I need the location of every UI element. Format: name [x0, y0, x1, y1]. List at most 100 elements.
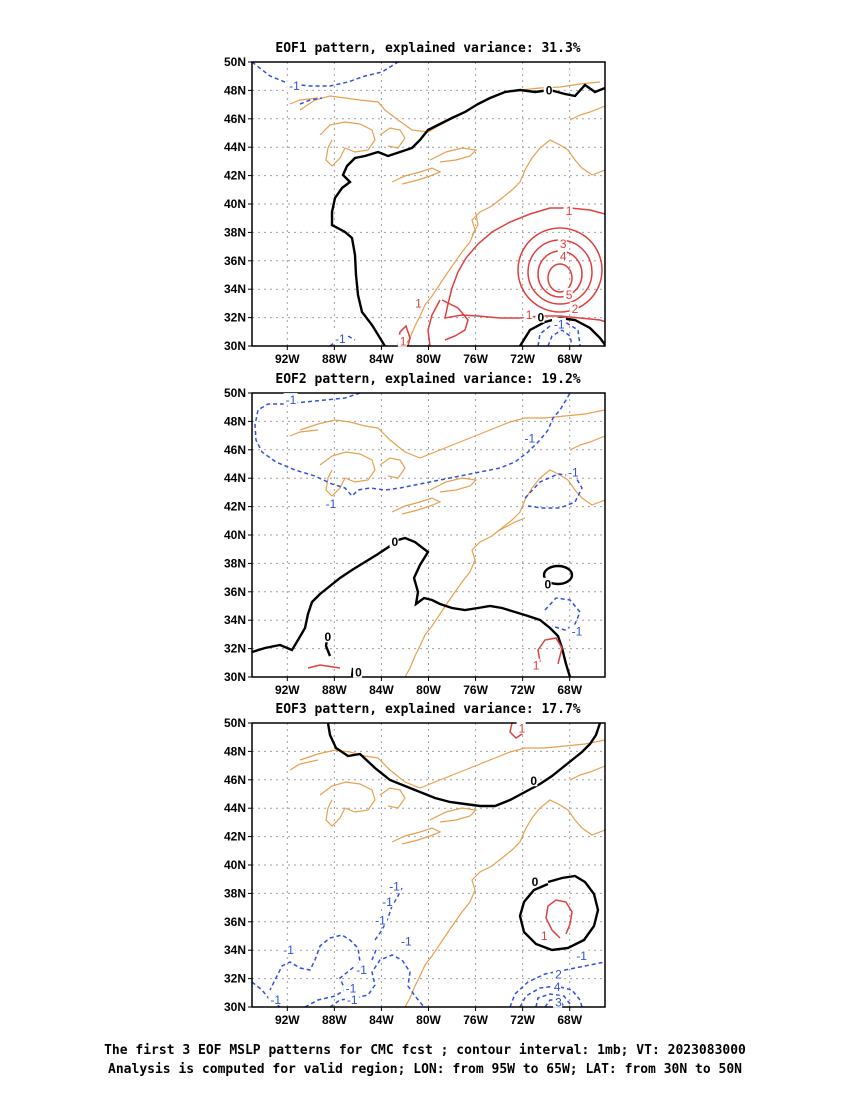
y-tick-label: 30N — [224, 670, 246, 684]
eof3-contour-labels: 100-1-1-11-1-1 -1-1 24-13-1 -1 — [268, 721, 589, 1010]
x-tick-label: 80W — [416, 1013, 441, 1027]
contour-label: 1 — [400, 335, 407, 349]
contour-label-bg — [551, 980, 561, 993]
contour-label-bg — [397, 334, 407, 347]
contour-label: -1 — [270, 993, 281, 1007]
contour-label: 4 — [560, 250, 567, 264]
contour-label: 0 — [392, 535, 399, 549]
y-tick-label: 48N — [224, 744, 246, 758]
contour-label: 0 — [537, 311, 544, 325]
y-tick-label: 42N — [224, 169, 246, 183]
contour-label-bg — [281, 943, 296, 956]
contour-label-bg — [354, 963, 369, 976]
eof2-contours — [252, 393, 605, 677]
x-tick-label: 88W — [322, 352, 347, 366]
contour-label: 4 — [554, 980, 561, 994]
x-tick-label: 88W — [322, 1013, 347, 1027]
y-tick-label: 42N — [224, 830, 246, 844]
contour-label: 1 — [533, 659, 540, 673]
contour-label-bg — [553, 967, 563, 980]
x-tick-label: 84W — [369, 683, 394, 697]
contour-label: -1 — [568, 466, 579, 480]
contour-label-bg — [283, 393, 298, 406]
eof1-zero-contour-se — [518, 316, 605, 346]
caption-line-1: The first 3 EOF MSLP patterns for CMC fc… — [104, 1043, 746, 1058]
y-tick-label: 46N — [224, 112, 246, 126]
contour-label-bg — [538, 929, 548, 941]
contour-label-bg — [268, 992, 283, 1005]
contour-label: -1 — [283, 943, 294, 957]
contour-label: -1 — [572, 625, 583, 639]
contour-label-bg — [322, 630, 332, 643]
y-tick-label: 34N — [224, 613, 246, 627]
contour-label: 0 — [355, 666, 362, 680]
eof1-axes: 92W 88W 84W 80W 76W 72W 68W 30N 32N 34N 36N 38N 40N 4… — [224, 55, 583, 366]
y-tick-label: 32N — [224, 642, 246, 656]
contour-label: 3 — [555, 996, 562, 1010]
contour-label: 0 — [532, 875, 539, 889]
contour-label: -1 — [347, 993, 358, 1007]
contour-label-bg — [373, 913, 388, 926]
contour-label-bg — [553, 995, 563, 1008]
eof3-gridlines — [252, 723, 605, 1007]
contour-label: 2 — [555, 967, 562, 981]
contour-label: -1 — [286, 393, 297, 407]
contour-label: 0 — [530, 774, 537, 788]
y-tick-label: 46N — [224, 443, 246, 457]
contour-label: 0 — [546, 83, 553, 97]
y-tick-label: 40N — [224, 858, 246, 872]
y-tick-label: 48N — [224, 83, 246, 97]
contour-label-bg — [566, 465, 581, 478]
contour-label: -1 — [401, 935, 412, 949]
eof2-contour-labels: -1 -1 -1 -1 0 0 -1 0 1 0 — [283, 393, 584, 680]
x-tick-label: 88W — [322, 683, 347, 697]
x-tick-label: 72W — [510, 1013, 535, 1027]
contour-label-bg — [380, 894, 395, 907]
x-tick-label: 68W — [557, 1013, 582, 1027]
contour-label: 3 — [560, 237, 567, 251]
y-tick-label: 36N — [224, 254, 246, 268]
contour-label-bg — [543, 83, 553, 96]
x-tick-label: 72W — [510, 352, 535, 366]
x-tick-label: 84W — [369, 352, 394, 366]
contour-label-bg — [522, 431, 537, 444]
contour-label: -1 — [346, 982, 357, 996]
contour-label-bg — [563, 204, 573, 217]
y-tick-label: 44N — [224, 140, 246, 154]
y-tick-label: 44N — [224, 471, 246, 485]
y-tick-label: 38N — [224, 225, 246, 239]
contour-label: -1 — [525, 431, 536, 445]
contour-label-bg — [557, 249, 567, 262]
x-tick-label: 92W — [275, 683, 300, 697]
contour-label: 0 — [324, 630, 331, 644]
contour-label-bg — [569, 302, 579, 315]
y-tick-label: 50N — [224, 716, 246, 730]
x-tick-label: 76W — [463, 683, 488, 697]
contour-label-bg — [542, 577, 552, 590]
y-tick-label: 40N — [224, 528, 246, 542]
eof2-title: EOF2 pattern, explained variance: 19.2% — [275, 372, 580, 387]
x-tick-label: 68W — [557, 683, 582, 697]
y-tick-label: 38N — [224, 556, 246, 570]
y-tick-label: 34N — [224, 943, 246, 957]
contour-label: -1 — [389, 879, 400, 893]
contour-label: 5 — [566, 288, 573, 302]
x-tick-label: 84W — [369, 1013, 394, 1027]
eof3-zero-contours — [326, 723, 602, 952]
eof2-coastlines — [289, 409, 605, 677]
contour-label-bg — [529, 875, 539, 888]
caption-line-2: Analysis is computed for valid region; L… — [108, 1062, 742, 1077]
eof1-coastlines — [289, 81, 605, 346]
eof3-title: EOF3 pattern, explained variance: 17.7% — [275, 702, 580, 717]
y-tick-label: 44N — [224, 801, 246, 815]
y-tick-label: 50N — [224, 386, 246, 400]
contour-label: -1 — [335, 332, 346, 346]
y-tick-label: 48N — [224, 414, 246, 428]
x-tick-label: 76W — [463, 1013, 488, 1027]
contour-label-bg — [530, 658, 540, 671]
y-tick-label: 36N — [224, 585, 246, 599]
eof1-zero-contour — [330, 83, 605, 346]
contour-label-bg — [551, 317, 566, 330]
